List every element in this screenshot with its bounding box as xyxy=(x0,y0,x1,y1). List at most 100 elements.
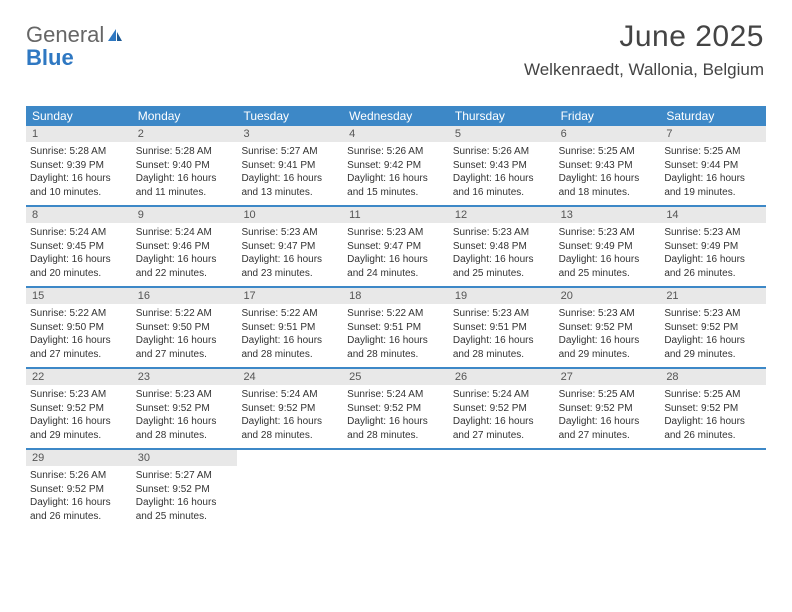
week-row: 22Sunrise: 5:23 AMSunset: 9:52 PMDayligh… xyxy=(26,369,766,450)
day-content: Sunrise: 5:28 AMSunset: 9:40 PMDaylight:… xyxy=(132,142,238,205)
day-cell: 15Sunrise: 5:22 AMSunset: 9:50 PMDayligh… xyxy=(26,288,132,367)
day-number: 12 xyxy=(449,207,555,223)
day-number: 2 xyxy=(132,126,238,142)
day-header-cell: Saturday xyxy=(660,106,766,126)
day-content: Sunrise: 5:23 AMSunset: 9:49 PMDaylight:… xyxy=(555,223,661,286)
day-cell: 10Sunrise: 5:23 AMSunset: 9:47 PMDayligh… xyxy=(237,207,343,286)
day-cell: 2Sunrise: 5:28 AMSunset: 9:40 PMDaylight… xyxy=(132,126,238,205)
day-number: 8 xyxy=(26,207,132,223)
day-cell: 25Sunrise: 5:24 AMSunset: 9:52 PMDayligh… xyxy=(343,369,449,448)
day-cell: 8Sunrise: 5:24 AMSunset: 9:45 PMDaylight… xyxy=(26,207,132,286)
day-header-cell: Sunday xyxy=(26,106,132,126)
day-cell: 5Sunrise: 5:26 AMSunset: 9:43 PMDaylight… xyxy=(449,126,555,205)
logo: General Blue xyxy=(26,24,124,69)
day-content: Sunrise: 5:26 AMSunset: 9:52 PMDaylight:… xyxy=(26,466,132,529)
day-cell: 20Sunrise: 5:23 AMSunset: 9:52 PMDayligh… xyxy=(555,288,661,367)
day-header-cell: Tuesday xyxy=(237,106,343,126)
day-content: Sunrise: 5:23 AMSunset: 9:49 PMDaylight:… xyxy=(660,223,766,286)
day-cell: 16Sunrise: 5:22 AMSunset: 9:50 PMDayligh… xyxy=(132,288,238,367)
logo-text-1: General xyxy=(26,22,104,47)
day-header-cell: Friday xyxy=(555,106,661,126)
empty-cell xyxy=(449,450,555,529)
day-number: 24 xyxy=(237,369,343,385)
day-content: Sunrise: 5:24 AMSunset: 9:45 PMDaylight:… xyxy=(26,223,132,286)
day-header-cell: Thursday xyxy=(449,106,555,126)
day-content: Sunrise: 5:23 AMSunset: 9:52 PMDaylight:… xyxy=(555,304,661,367)
day-number: 6 xyxy=(555,126,661,142)
day-cell: 9Sunrise: 5:24 AMSunset: 9:46 PMDaylight… xyxy=(132,207,238,286)
day-content: Sunrise: 5:26 AMSunset: 9:42 PMDaylight:… xyxy=(343,142,449,205)
day-number: 26 xyxy=(449,369,555,385)
day-content: Sunrise: 5:22 AMSunset: 9:50 PMDaylight:… xyxy=(26,304,132,367)
day-cell: 12Sunrise: 5:23 AMSunset: 9:48 PMDayligh… xyxy=(449,207,555,286)
location: Welkenraedt, Wallonia, Belgium xyxy=(524,60,764,80)
day-number: 10 xyxy=(237,207,343,223)
day-number: 20 xyxy=(555,288,661,304)
day-cell: 3Sunrise: 5:27 AMSunset: 9:41 PMDaylight… xyxy=(237,126,343,205)
day-header-cell: Monday xyxy=(132,106,238,126)
day-number: 25 xyxy=(343,369,449,385)
day-number: 1 xyxy=(26,126,132,142)
day-header-row: SundayMondayTuesdayWednesdayThursdayFrid… xyxy=(26,106,766,126)
day-number: 17 xyxy=(237,288,343,304)
day-header-cell: Wednesday xyxy=(343,106,449,126)
day-number: 5 xyxy=(449,126,555,142)
day-content: Sunrise: 5:23 AMSunset: 9:48 PMDaylight:… xyxy=(449,223,555,286)
day-number: 3 xyxy=(237,126,343,142)
day-content: Sunrise: 5:24 AMSunset: 9:52 PMDaylight:… xyxy=(449,385,555,448)
day-content: Sunrise: 5:23 AMSunset: 9:47 PMDaylight:… xyxy=(343,223,449,286)
month-year: June 2025 xyxy=(524,20,764,54)
day-content: Sunrise: 5:23 AMSunset: 9:52 PMDaylight:… xyxy=(660,304,766,367)
day-number: 16 xyxy=(132,288,238,304)
day-cell: 30Sunrise: 5:27 AMSunset: 9:52 PMDayligh… xyxy=(132,450,238,529)
week-row: 29Sunrise: 5:26 AMSunset: 9:52 PMDayligh… xyxy=(26,450,766,529)
day-cell: 21Sunrise: 5:23 AMSunset: 9:52 PMDayligh… xyxy=(660,288,766,367)
day-content: Sunrise: 5:22 AMSunset: 9:51 PMDaylight:… xyxy=(343,304,449,367)
day-content: Sunrise: 5:25 AMSunset: 9:52 PMDaylight:… xyxy=(555,385,661,448)
day-cell: 11Sunrise: 5:23 AMSunset: 9:47 PMDayligh… xyxy=(343,207,449,286)
empty-cell xyxy=(660,450,766,529)
day-number: 21 xyxy=(660,288,766,304)
day-number: 11 xyxy=(343,207,449,223)
header: June 2025 Welkenraedt, Wallonia, Belgium xyxy=(524,20,764,80)
day-cell: 1Sunrise: 5:28 AMSunset: 9:39 PMDaylight… xyxy=(26,126,132,205)
day-cell: 14Sunrise: 5:23 AMSunset: 9:49 PMDayligh… xyxy=(660,207,766,286)
day-number: 18 xyxy=(343,288,449,304)
day-content: Sunrise: 5:25 AMSunset: 9:44 PMDaylight:… xyxy=(660,142,766,205)
empty-cell xyxy=(555,450,661,529)
day-number: 7 xyxy=(660,126,766,142)
day-content: Sunrise: 5:27 AMSunset: 9:41 PMDaylight:… xyxy=(237,142,343,205)
week-row: 1Sunrise: 5:28 AMSunset: 9:39 PMDaylight… xyxy=(26,126,766,207)
day-content: Sunrise: 5:23 AMSunset: 9:52 PMDaylight:… xyxy=(26,385,132,448)
day-cell: 17Sunrise: 5:22 AMSunset: 9:51 PMDayligh… xyxy=(237,288,343,367)
day-number: 28 xyxy=(660,369,766,385)
day-cell: 13Sunrise: 5:23 AMSunset: 9:49 PMDayligh… xyxy=(555,207,661,286)
day-cell: 18Sunrise: 5:22 AMSunset: 9:51 PMDayligh… xyxy=(343,288,449,367)
day-cell: 19Sunrise: 5:23 AMSunset: 9:51 PMDayligh… xyxy=(449,288,555,367)
day-content: Sunrise: 5:23 AMSunset: 9:52 PMDaylight:… xyxy=(132,385,238,448)
day-number: 27 xyxy=(555,369,661,385)
day-number: 23 xyxy=(132,369,238,385)
day-cell: 22Sunrise: 5:23 AMSunset: 9:52 PMDayligh… xyxy=(26,369,132,448)
day-content: Sunrise: 5:25 AMSunset: 9:52 PMDaylight:… xyxy=(660,385,766,448)
day-cell: 4Sunrise: 5:26 AMSunset: 9:42 PMDaylight… xyxy=(343,126,449,205)
day-content: Sunrise: 5:26 AMSunset: 9:43 PMDaylight:… xyxy=(449,142,555,205)
day-cell: 23Sunrise: 5:23 AMSunset: 9:52 PMDayligh… xyxy=(132,369,238,448)
day-number: 15 xyxy=(26,288,132,304)
day-content: Sunrise: 5:23 AMSunset: 9:47 PMDaylight:… xyxy=(237,223,343,286)
day-cell: 6Sunrise: 5:25 AMSunset: 9:43 PMDaylight… xyxy=(555,126,661,205)
day-number: 13 xyxy=(555,207,661,223)
week-row: 8Sunrise: 5:24 AMSunset: 9:45 PMDaylight… xyxy=(26,207,766,288)
empty-cell xyxy=(343,450,449,529)
calendar: SundayMondayTuesdayWednesdayThursdayFrid… xyxy=(26,106,766,529)
day-cell: 7Sunrise: 5:25 AMSunset: 9:44 PMDaylight… xyxy=(660,126,766,205)
day-number: 19 xyxy=(449,288,555,304)
day-content: Sunrise: 5:27 AMSunset: 9:52 PMDaylight:… xyxy=(132,466,238,529)
day-number: 4 xyxy=(343,126,449,142)
day-number: 30 xyxy=(132,450,238,466)
empty-cell xyxy=(237,450,343,529)
day-content: Sunrise: 5:24 AMSunset: 9:52 PMDaylight:… xyxy=(237,385,343,448)
day-cell: 28Sunrise: 5:25 AMSunset: 9:52 PMDayligh… xyxy=(660,369,766,448)
day-number: 14 xyxy=(660,207,766,223)
week-row: 15Sunrise: 5:22 AMSunset: 9:50 PMDayligh… xyxy=(26,288,766,369)
